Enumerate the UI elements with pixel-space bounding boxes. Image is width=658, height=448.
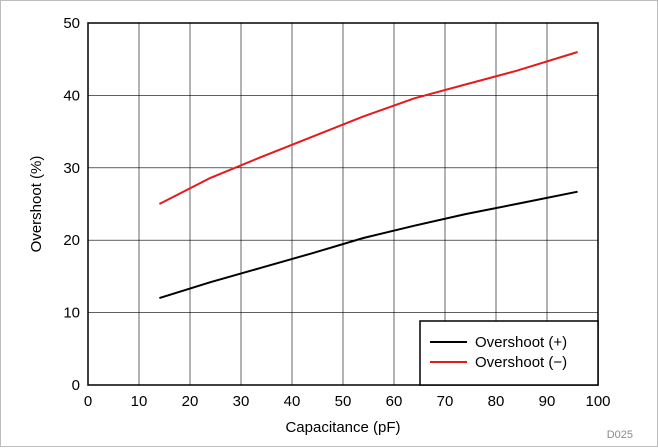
series-line-overshoot-negative	[158, 51, 578, 205]
x-tick-label: 70	[437, 393, 454, 410]
y-tick-label: 10	[63, 305, 80, 322]
x-tick-label: 60	[386, 393, 403, 410]
legend-box	[419, 320, 599, 386]
y-tick-label: 50	[63, 15, 80, 32]
x-tick-label: 20	[182, 393, 199, 410]
x-tick-label: 90	[539, 393, 556, 410]
x-tick-label: 50	[335, 393, 352, 410]
y-tick-label: 0	[72, 377, 80, 394]
y-tick-label: 40	[63, 87, 80, 104]
x-axis-title: Capacitance (pF)	[285, 419, 400, 436]
x-tick-label: 10	[131, 393, 148, 410]
figure-code: D025	[607, 429, 633, 441]
y-tick-label: 30	[63, 160, 80, 177]
y-axis-title: Overshoot (%)	[28, 156, 45, 253]
legend-label-overshoot-negative: Overshoot (−)	[475, 354, 567, 371]
x-tick-label: 40	[284, 393, 301, 410]
y-tick-label: 20	[63, 232, 80, 249]
plot-area-border	[87, 22, 599, 386]
legend: Overshoot (+) Overshoot (−)	[419, 320, 599, 386]
series-line-overshoot-positive	[159, 190, 578, 300]
x-tick-label: 30	[233, 393, 250, 410]
y-tick-labels: 0 10 20 30 40 50	[63, 15, 80, 394]
x-tick-label: 100	[585, 393, 610, 410]
x-tick-label: 80	[488, 393, 505, 410]
legend-label-overshoot-positive: Overshoot (+)	[475, 334, 567, 351]
x-tick-label: 0	[84, 393, 92, 410]
series-lines	[158, 51, 578, 300]
x-tick-labels: 0 10 20 30 40 50 60 70 80 90 100	[84, 393, 611, 410]
